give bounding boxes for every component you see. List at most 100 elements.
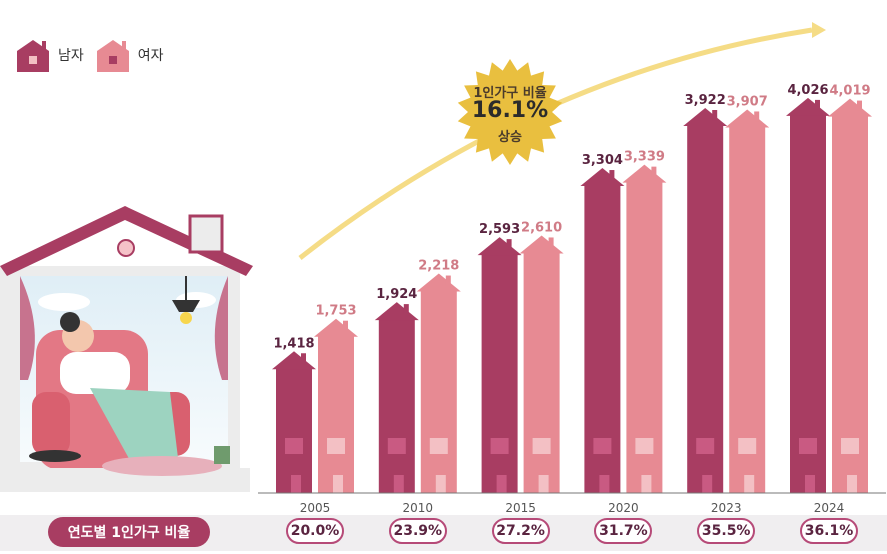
yearly-rate-pill: 35.5% — [697, 518, 756, 544]
bar-chimney-female-2005 — [343, 320, 348, 331]
bar-roof-male-2005 — [272, 351, 316, 370]
bar-chimney-male-2020 — [609, 170, 615, 181]
bar-door-female-2010 — [435, 475, 446, 493]
bar-window-male-2015 — [490, 438, 509, 454]
yearly-rate-pill: 36.1% — [800, 518, 858, 544]
bar-window-male-2024 — [799, 438, 817, 454]
annotation-line3: 상승 — [498, 130, 522, 145]
chimney — [188, 214, 224, 254]
bar-window-female-2005 — [327, 438, 345, 454]
value-label-female-2020: 3,339 — [624, 150, 665, 165]
yearly-rate-title: 연도별 1인가구 비율 — [48, 517, 210, 547]
bar-roof-male-2024 — [786, 97, 830, 116]
bar-roof-female-2020 — [622, 164, 667, 183]
bar-roof-female-2024 — [828, 98, 872, 117]
bar-roof-male-2023 — [683, 108, 728, 127]
bar-chimney-female-2020 — [651, 166, 657, 177]
trend-arrow-head — [812, 22, 826, 38]
value-label-female-2005: 1,753 — [315, 304, 356, 319]
bar-door-female-2020 — [641, 475, 652, 493]
bar-female-2005 — [318, 334, 354, 493]
bar-female-2023 — [729, 125, 766, 493]
x-tick-label: 2010 — [403, 501, 434, 515]
bar-door-male-2024 — [805, 475, 815, 493]
side-table — [29, 450, 81, 462]
yearly-rate-pill: 23.9% — [388, 518, 447, 544]
x-tick-label: 2023 — [711, 501, 742, 515]
value-label-female-2010: 2,218 — [418, 259, 459, 274]
bar-roof-female-2010 — [416, 273, 461, 292]
x-tick-label: 2005 — [300, 501, 331, 515]
value-label-male-2015: 2,593 — [479, 222, 520, 237]
bar-door-female-2024 — [847, 475, 857, 493]
bar-door-female-2005 — [333, 475, 343, 493]
annotation-line1: 1인가구 비율 — [473, 86, 547, 101]
bar-female-2015 — [523, 251, 560, 493]
bar-male-2010 — [378, 318, 415, 493]
yearly-rate-pill: 31.7% — [594, 518, 653, 544]
bar-chimney-female-2015 — [548, 237, 554, 248]
bar-chimney-female-2023 — [754, 111, 760, 122]
bar-male-2024 — [790, 113, 826, 493]
bar-roof-female-2015 — [519, 235, 564, 254]
curtain-left — [20, 276, 35, 380]
legend: 남자 여자 — [14, 38, 164, 72]
bar-female-2010 — [420, 289, 457, 493]
bar-door-female-2015 — [538, 475, 549, 493]
bar-door-male-2020 — [599, 475, 610, 493]
starburst-badge — [457, 59, 563, 165]
house-icon-male — [17, 40, 49, 72]
bar-door-male-2005 — [291, 475, 301, 493]
legend-male: 남자 — [14, 38, 84, 72]
bar-window-female-2015 — [532, 438, 551, 454]
x-axis: 2005 2010 2015 2020 2023 2024 — [258, 492, 886, 515]
yearly-rate-pill: 27.2% — [491, 518, 550, 544]
lamp-shade — [172, 300, 200, 312]
person-hair — [60, 312, 80, 332]
bar-window-female-2024 — [841, 438, 859, 454]
bar-chimney-male-2010 — [403, 304, 409, 315]
value-label-female-2023: 3,907 — [727, 94, 768, 109]
house-illustration — [0, 206, 253, 492]
bar-window-male-2023 — [696, 438, 715, 454]
bar-window-male-2010 — [387, 438, 406, 454]
yearly-rate-row: 연도별 1인가구 비율 20.0% 23.9% 27.2% 31.7% 35.5% 36.… — [0, 515, 887, 551]
bar-chimney-male-2005 — [301, 353, 306, 364]
bar-window-female-2020 — [635, 438, 654, 454]
bar-roof-female-2005 — [314, 318, 358, 337]
bar-male-2015 — [481, 253, 518, 493]
plant-pot — [214, 446, 230, 464]
bar-chimney-male-2024 — [815, 99, 820, 110]
round-window — [117, 239, 135, 257]
bar-window-male-2005 — [285, 438, 303, 454]
cloud — [38, 293, 90, 311]
bar-roof-male-2020 — [580, 168, 625, 187]
armchair-arm — [32, 392, 70, 456]
bar-chimney-female-2010 — [445, 275, 451, 286]
bar-male-2023 — [687, 124, 724, 494]
legend-male-label: 남자 — [58, 48, 84, 64]
bar-chimney-male-2015 — [506, 239, 512, 250]
value-label-female-2015: 2,610 — [521, 220, 562, 235]
value-label-female-2024: 4,019 — [829, 84, 870, 99]
bar-window-male-2020 — [593, 438, 612, 454]
legend-female: 여자 — [94, 38, 164, 72]
house-roof — [0, 206, 253, 276]
x-tick-label: 2015 — [505, 501, 536, 515]
value-label-male-2005: 1,418 — [273, 336, 314, 351]
bar-window-female-2010 — [429, 438, 448, 454]
bar-chimney-male-2023 — [712, 110, 718, 121]
value-label-male-2023: 3,922 — [685, 93, 726, 108]
person-skirt — [90, 388, 178, 464]
value-label-male-2024: 4,026 — [787, 83, 828, 98]
legend-female-label: 여자 — [137, 48, 164, 64]
bars — [272, 97, 872, 494]
lamp-bulb — [180, 312, 192, 324]
bar-window-female-2023 — [738, 438, 757, 454]
house-icon-female — [96, 40, 129, 72]
bar-roof-male-2010 — [374, 302, 419, 321]
bar-door-male-2015 — [496, 475, 507, 493]
yearly-rate-pill: 20.0% — [286, 518, 344, 544]
